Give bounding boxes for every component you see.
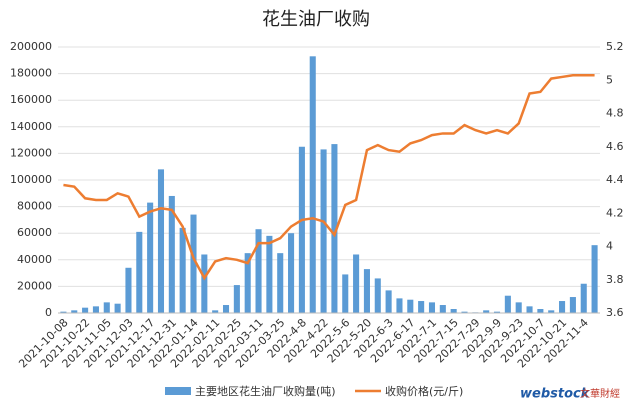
bar bbox=[342, 274, 349, 313]
bar bbox=[439, 305, 446, 313]
bar bbox=[103, 302, 110, 313]
bar bbox=[255, 229, 262, 313]
bar bbox=[320, 149, 327, 313]
bar bbox=[569, 297, 576, 313]
bar bbox=[222, 305, 230, 313]
y2-tick-label: 4.6 bbox=[606, 140, 624, 153]
bar bbox=[548, 310, 555, 313]
bar bbox=[504, 295, 511, 313]
bar bbox=[71, 310, 78, 313]
legend-label: 收购价格(元/斤) bbox=[385, 384, 463, 398]
bar bbox=[125, 267, 132, 313]
y-tick-label: 40000 bbox=[17, 253, 52, 266]
bar bbox=[233, 285, 240, 313]
y-tick-label: 60000 bbox=[17, 226, 52, 239]
bar bbox=[363, 269, 370, 313]
bar bbox=[396, 298, 403, 313]
bar bbox=[92, 306, 99, 313]
bar bbox=[157, 169, 165, 313]
y2-tick-label: 4 bbox=[606, 240, 613, 253]
y-tick-label: 80000 bbox=[17, 200, 52, 213]
bar bbox=[353, 254, 360, 313]
y2-tick-label: 5.2 bbox=[606, 40, 624, 53]
bar bbox=[559, 301, 566, 313]
bar bbox=[537, 309, 544, 313]
y-tick-label: 20000 bbox=[17, 279, 52, 292]
bar bbox=[418, 301, 425, 313]
bar bbox=[407, 299, 414, 313]
y-tick-label: 180000 bbox=[10, 67, 52, 80]
bar bbox=[244, 253, 251, 313]
bar bbox=[298, 146, 305, 313]
y2-tick-label: 3.8 bbox=[606, 273, 624, 286]
bar bbox=[60, 311, 67, 313]
y-tick-label: 0 bbox=[45, 306, 52, 319]
watermark: webstock bbox=[520, 387, 591, 402]
bar bbox=[493, 311, 501, 313]
y-tick-label: 200000 bbox=[10, 40, 52, 53]
line bbox=[63, 74, 595, 281]
y2-tick-label: 4.8 bbox=[606, 107, 624, 120]
legend-swatch bbox=[165, 387, 191, 395]
bar bbox=[201, 254, 208, 313]
bar bbox=[114, 303, 121, 313]
bar bbox=[179, 227, 186, 313]
bar bbox=[461, 311, 468, 313]
bar bbox=[450, 309, 457, 313]
y2-tick-label: 5 bbox=[606, 73, 613, 86]
bar bbox=[428, 302, 436, 313]
bar bbox=[385, 290, 392, 313]
y-tick-label: 160000 bbox=[10, 93, 52, 106]
bar bbox=[136, 231, 143, 313]
y-tick-label: 140000 bbox=[10, 120, 52, 133]
bar bbox=[190, 214, 197, 313]
bar bbox=[374, 278, 381, 313]
y2-tick-label: 4.2 bbox=[606, 206, 624, 219]
bar bbox=[212, 310, 219, 313]
y-tick-label: 120000 bbox=[10, 146, 52, 159]
legend-label: 主要地区花生油厂收购量(吨) bbox=[195, 384, 336, 398]
bar bbox=[309, 56, 316, 314]
bar bbox=[266, 235, 273, 313]
bar bbox=[288, 233, 295, 313]
bar bbox=[580, 283, 587, 313]
bar bbox=[82, 307, 89, 313]
bar bbox=[526, 306, 533, 313]
y2-tick-label: 4.4 bbox=[606, 173, 624, 186]
bar bbox=[277, 253, 284, 313]
bar bbox=[331, 144, 338, 313]
y-tick-label: 100000 bbox=[10, 173, 52, 186]
bar bbox=[483, 310, 490, 313]
y2-tick-label: 3.6 bbox=[606, 306, 624, 319]
bar bbox=[147, 202, 154, 313]
bar bbox=[591, 245, 598, 313]
watermark-cn: 文華財經 bbox=[580, 387, 620, 400]
bar bbox=[515, 302, 522, 313]
bar bbox=[168, 195, 175, 313]
chart-title: 花生油厂收购 bbox=[262, 9, 370, 30]
